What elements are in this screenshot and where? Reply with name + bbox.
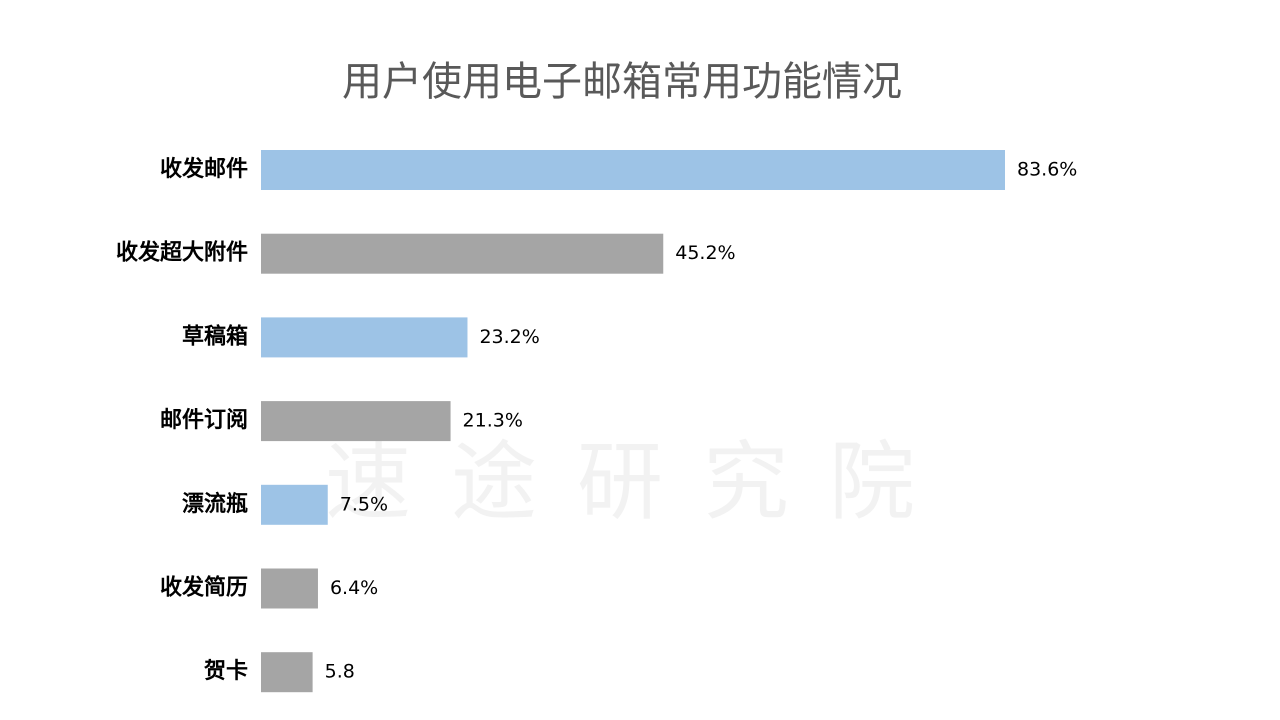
value-label: 6.4% bbox=[330, 577, 378, 599]
bar bbox=[261, 401, 451, 442]
watermark: 速途研究院 bbox=[325, 432, 955, 532]
category-label: 收发简历 bbox=[160, 575, 248, 601]
value-label: 83.6% bbox=[1017, 159, 1077, 181]
category-label: 漂流瓶 bbox=[182, 491, 248, 517]
category-label: 收发超大附件 bbox=[116, 240, 248, 266]
bar bbox=[261, 568, 318, 609]
value-label: 21.3% bbox=[463, 410, 523, 432]
category-label: 草稿箱 bbox=[182, 323, 248, 349]
bar bbox=[261, 652, 313, 693]
chart-title: 用户使用电子邮箱常用功能情况 bbox=[342, 59, 902, 105]
category-label: 收发邮件 bbox=[160, 156, 248, 182]
category-label: 邮件订阅 bbox=[160, 408, 248, 433]
bar bbox=[261, 484, 328, 525]
category-label: 贺卡 bbox=[204, 659, 248, 684]
bar bbox=[261, 233, 664, 274]
value-label: 23.2% bbox=[479, 326, 539, 348]
bar bbox=[261, 150, 1005, 190]
bar bbox=[261, 317, 468, 358]
value-label: 5.8 bbox=[325, 661, 355, 683]
value-label: 7.5% bbox=[340, 493, 388, 515]
value-label: 45.2% bbox=[675, 242, 735, 264]
